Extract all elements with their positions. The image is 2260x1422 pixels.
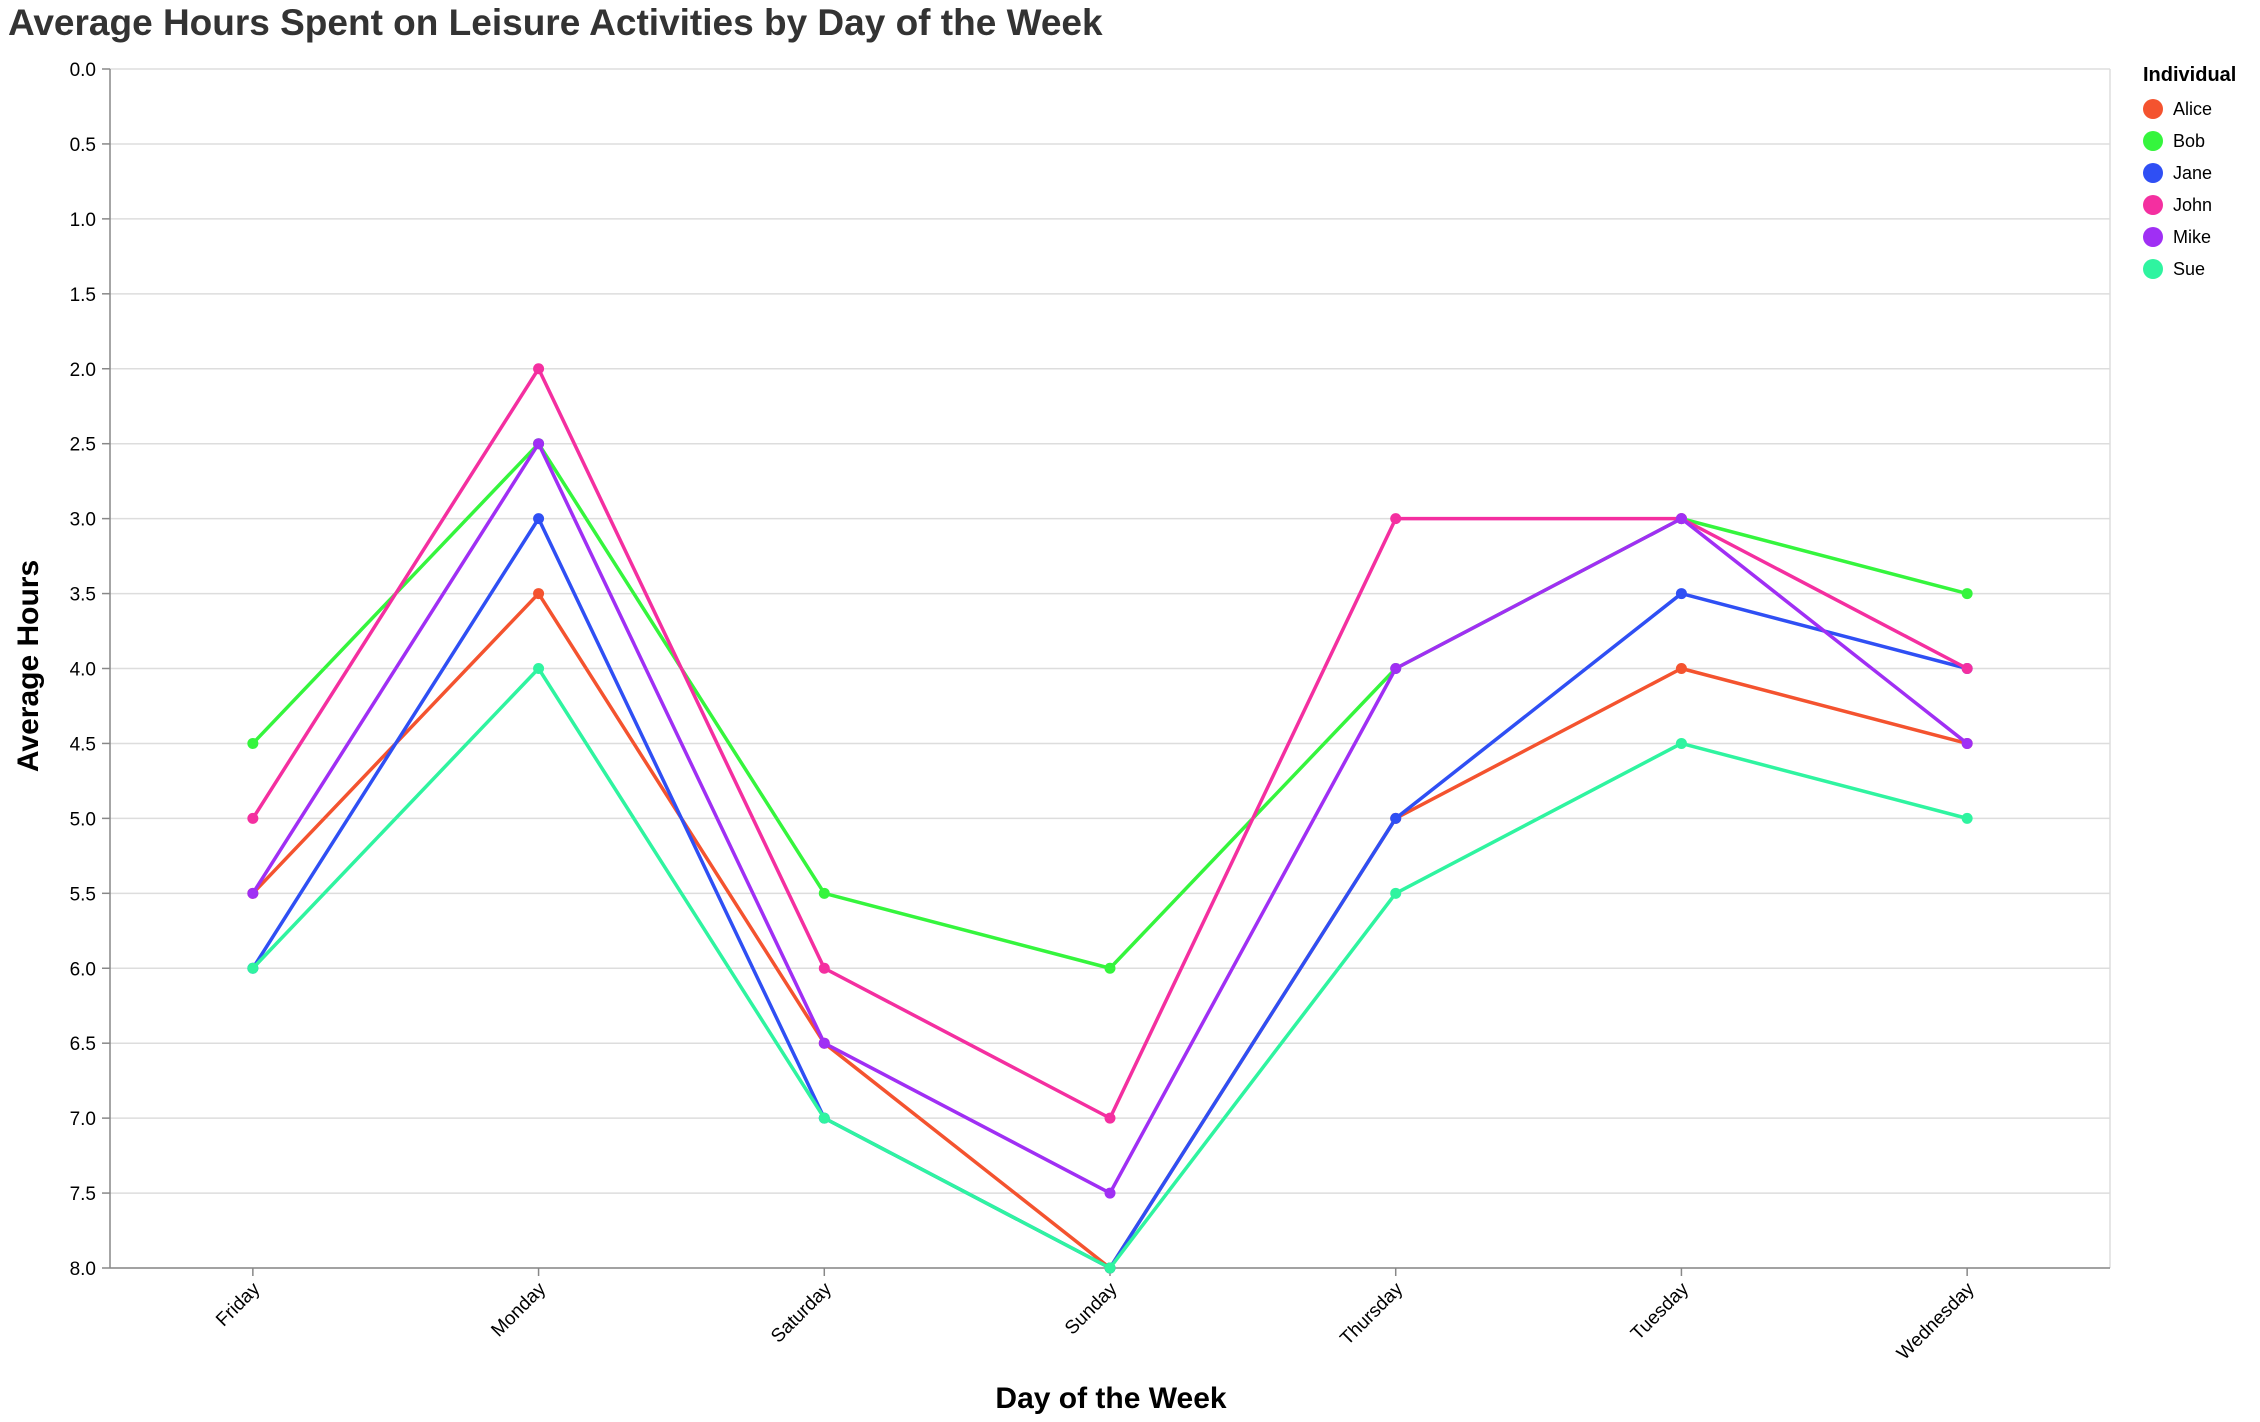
data-point-alice[interactable]	[533, 588, 545, 600]
data-point-sue[interactable]	[533, 663, 545, 674]
data-point-jane[interactable]	[1390, 812, 1402, 824]
legend-swatch	[2143, 131, 2163, 151]
y-axis-title: Average Hours	[12, 560, 45, 772]
legend: Individual Alice Bob Jane John Mike Sue	[2143, 64, 2236, 285]
data-point-mike[interactable]	[1390, 663, 1402, 674]
x-axis-title: Day of the Week	[995, 1382, 1226, 1415]
x-tick-label: Sunday	[1061, 1278, 1122, 1339]
series-sue	[247, 663, 1973, 1274]
series-mike	[247, 438, 1973, 1199]
legend-item-alice[interactable]: Alice	[2143, 93, 2236, 125]
legend-swatch	[2143, 195, 2163, 215]
data-point-mike[interactable]	[1104, 1187, 1116, 1199]
chart-title: Average Hours Spent on Leisure Activitie…	[8, 2, 1103, 43]
legend-item-sue[interactable]: Sue	[2143, 253, 2236, 285]
legend-item-john[interactable]: John	[2143, 189, 2236, 221]
y-tick-label: 2.5	[70, 435, 96, 456]
y-tick-label: 5.5	[70, 884, 96, 905]
series-line-alice	[251, 591, 1968, 1270]
y-tick-label: 4.0	[70, 660, 96, 681]
y-tick-label: 8.0	[70, 1259, 96, 1280]
y-tick-label: 4.5	[70, 734, 96, 755]
legend-item-jane[interactable]: Jane	[2143, 157, 2236, 189]
data-point-john[interactable]	[1104, 1112, 1116, 1124]
legend-label: John	[2173, 194, 2213, 215]
legend-item-mike[interactable]: Mike	[2143, 221, 2236, 253]
y-tick-label: 3.0	[70, 510, 96, 531]
series-layer	[247, 363, 1973, 1274]
data-point-mike[interactable]	[818, 1037, 830, 1049]
data-point-john[interactable]	[818, 962, 830, 974]
legend-label: Alice	[2173, 98, 2213, 119]
y-tick-label: 0.5	[70, 135, 96, 156]
y-tick-label: 7.5	[70, 1184, 96, 1205]
data-point-jane[interactable]	[1675, 588, 1687, 600]
data-point-mike[interactable]	[1961, 737, 1973, 749]
data-point-sue[interactable]	[1104, 1262, 1116, 1274]
data-point-bob[interactable]	[247, 737, 259, 749]
y-tick-label: 5.0	[70, 809, 96, 830]
grid-layer	[110, 68, 2111, 1269]
data-point-sue[interactable]	[247, 962, 259, 974]
y-tick-label: 1.0	[70, 210, 96, 231]
legend-swatch	[2143, 163, 2163, 183]
x-tick-label: Thursday	[1336, 1278, 1407, 1349]
legend-label: Mike	[2173, 226, 2212, 247]
data-point-sue[interactable]	[1961, 812, 1973, 824]
y-tick-label: 3.5	[70, 585, 96, 606]
x-tick-label: Monday	[487, 1278, 550, 1341]
data-point-alice[interactable]	[1675, 663, 1687, 674]
legend-label: Sue	[2173, 258, 2206, 279]
y-tick-label: 6.5	[70, 1034, 96, 1055]
legend-swatch	[2143, 99, 2163, 119]
y-tick-label: 2.0	[70, 360, 96, 381]
series-line-bob	[251, 441, 1968, 970]
data-point-john[interactable]	[1390, 513, 1402, 525]
y-tick-label: 6.0	[70, 959, 96, 980]
x-tick-label: Wednesday	[1893, 1278, 1979, 1364]
data-point-john[interactable]	[247, 812, 259, 824]
data-point-bob[interactable]	[818, 887, 830, 899]
data-point-bob[interactable]	[1104, 962, 1116, 974]
x-tick-label: Tuesday	[1627, 1278, 1693, 1344]
x-tick-label: Friday	[212, 1278, 265, 1331]
legend-item-bob[interactable]: Bob	[2143, 125, 2236, 157]
data-point-mike[interactable]	[1675, 513, 1687, 525]
data-point-sue[interactable]	[818, 1112, 830, 1124]
legend-swatch	[2143, 259, 2163, 279]
data-point-mike[interactable]	[247, 887, 259, 899]
legend-items: Alice Bob Jane John Mike Sue	[2143, 93, 2236, 285]
y-tick-label: 7.0	[70, 1109, 96, 1130]
legend-label: Jane	[2173, 162, 2213, 183]
data-point-bob[interactable]	[1961, 588, 1973, 600]
series-alice	[247, 588, 1973, 1274]
data-point-john[interactable]	[1961, 663, 1973, 674]
data-point-sue[interactable]	[1675, 737, 1687, 749]
data-point-john[interactable]	[533, 363, 545, 375]
legend-swatch	[2143, 227, 2163, 247]
legend-label: Bob	[2173, 130, 2206, 151]
y-tick-label: 1.5	[70, 285, 96, 306]
axis-layer: 0.0 0.5 1.0 1.5 2.0 2.5 3.0 3.5 4.0 4.5 5.0 5.5 6.0 6…	[70, 60, 2110, 1364]
data-point-jane[interactable]	[533, 513, 545, 525]
data-point-mike[interactable]	[533, 438, 545, 450]
data-point-sue[interactable]	[1390, 887, 1402, 899]
legend-title: Individual	[2143, 64, 2237, 86]
x-tick-label: Saturday	[767, 1278, 836, 1347]
y-tick-label: 0.0	[70, 60, 96, 81]
